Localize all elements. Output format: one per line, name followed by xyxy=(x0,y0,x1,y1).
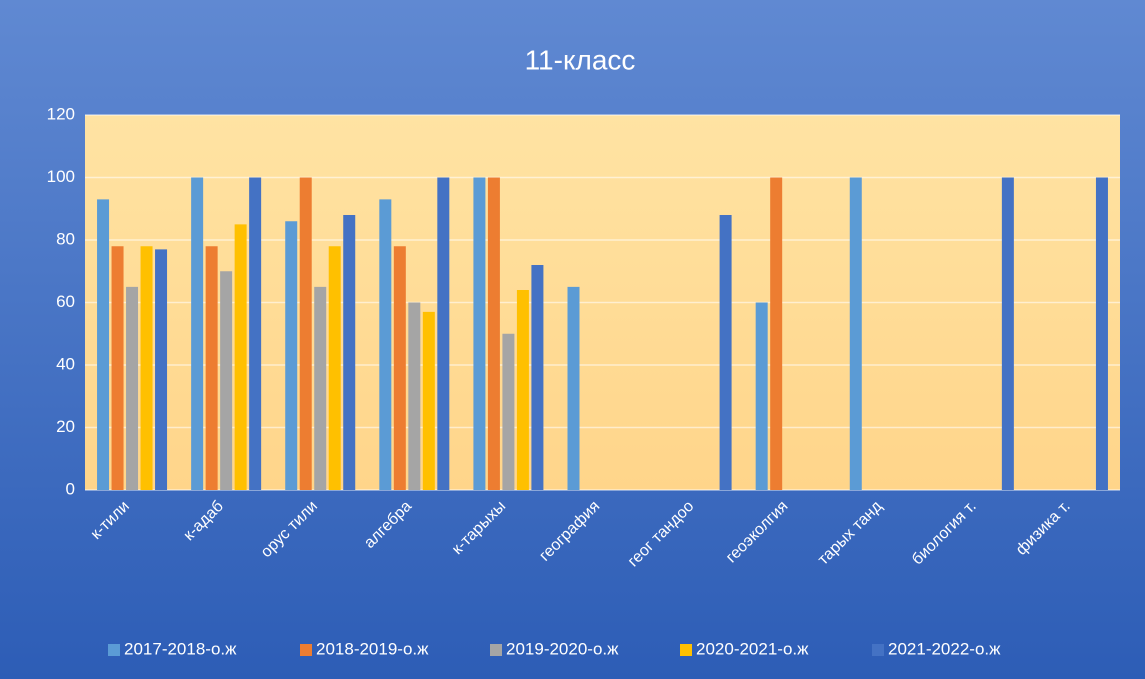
legend-swatch xyxy=(300,644,312,656)
legend-swatch xyxy=(872,644,884,656)
chart-title: 11-класс xyxy=(525,44,636,75)
bar xyxy=(849,177,862,490)
y-tick-label: 0 xyxy=(66,479,75,498)
bar xyxy=(299,177,312,490)
bar xyxy=(126,286,139,490)
legend-label: 2020-2021-о.ж xyxy=(696,639,809,658)
bar xyxy=(314,286,327,490)
bar xyxy=(567,286,580,490)
bar xyxy=(285,221,298,490)
bar xyxy=(140,246,153,490)
bar xyxy=(487,177,500,490)
bar xyxy=(719,215,732,490)
bar xyxy=(531,265,544,490)
legend-swatch xyxy=(108,644,120,656)
bar xyxy=(408,302,421,490)
legend-swatch xyxy=(680,644,692,656)
bar xyxy=(191,177,204,490)
bar xyxy=(97,199,110,490)
bar xyxy=(111,246,124,490)
y-tick-label: 60 xyxy=(56,292,75,311)
bar xyxy=(473,177,486,490)
bar xyxy=(755,302,768,490)
bar xyxy=(770,177,783,490)
bar xyxy=(422,311,435,490)
y-tick-label: 20 xyxy=(56,417,75,436)
y-tick-label: 40 xyxy=(56,354,75,373)
bar xyxy=(155,249,168,490)
bar xyxy=(328,246,341,490)
bar xyxy=(516,290,529,490)
legend-label: 2018-2019-о.ж xyxy=(316,639,429,658)
y-tick-label: 100 xyxy=(47,167,75,186)
y-tick-label: 120 xyxy=(47,104,75,123)
bar xyxy=(205,246,218,490)
bar xyxy=(502,333,515,490)
legend-label: 2021-2022-о.ж xyxy=(888,639,1001,658)
bar xyxy=(1095,177,1108,490)
bar xyxy=(437,177,450,490)
bar xyxy=(393,246,406,490)
legend-swatch xyxy=(490,644,502,656)
legend-label: 2019-2020-о.ж xyxy=(506,639,619,658)
bar xyxy=(220,271,233,490)
bar xyxy=(1001,177,1014,490)
bar xyxy=(343,215,356,490)
legend-label: 2017-2018-о.ж xyxy=(124,639,237,658)
bar xyxy=(249,177,262,490)
bar xyxy=(234,224,247,490)
y-tick-label: 80 xyxy=(56,229,75,248)
bar xyxy=(379,199,392,490)
